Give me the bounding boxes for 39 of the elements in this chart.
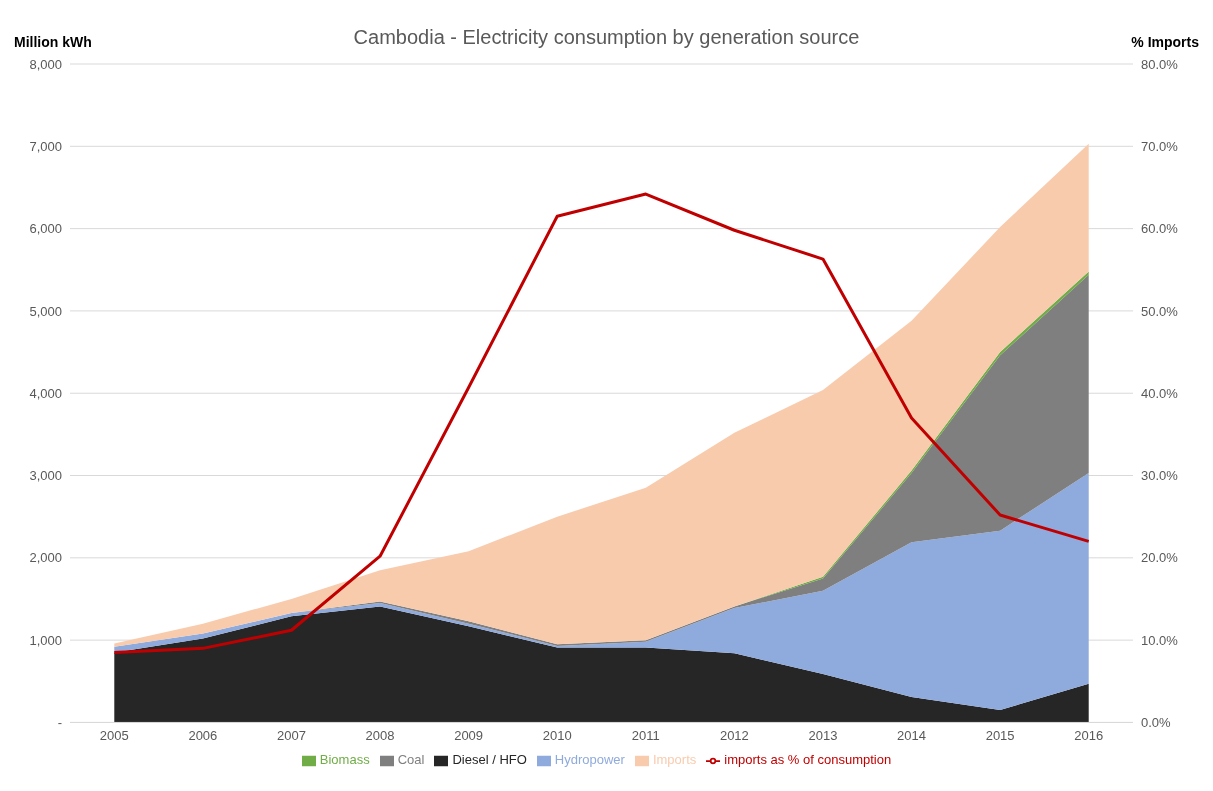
y-tick-label: 5,000	[29, 303, 62, 319]
x-tick-label: 2007	[277, 727, 306, 743]
x-tick-label: 2010	[542, 727, 572, 743]
legend-label: Imports	[652, 752, 697, 768]
x-tick-label: 2015	[985, 727, 1015, 743]
y-tick-label: 1,000	[29, 632, 62, 648]
y-tick-label: 8,000	[29, 56, 62, 72]
x-tick-label: 2006	[188, 727, 218, 743]
legend-label: Hydropower	[554, 752, 625, 768]
y-tick-label: 6,000	[29, 221, 62, 237]
y2-tick-label: 0.0%	[1141, 715, 1172, 731]
y-tick-label: 3,000	[29, 468, 62, 484]
y-axis-title: Million kWh	[14, 34, 92, 50]
y2-tick-label: 10.0%	[1141, 632, 1179, 648]
x-tick-label: 2016	[1074, 727, 1104, 743]
legend-label: Coal	[397, 752, 425, 768]
y2-tick-label: 50.0%	[1141, 303, 1179, 319]
y2-tick-label: 70.0%	[1141, 138, 1179, 154]
y-tick-label: -	[57, 715, 62, 731]
x-tick-label: 2009	[454, 727, 484, 743]
y2-tick-label: 20.0%	[1141, 550, 1179, 566]
legend-label: Diesel / HFO	[452, 752, 527, 768]
y2-tick-label: 40.0%	[1141, 385, 1179, 401]
x-tick-label: 2008	[365, 727, 395, 743]
y-tick-label: 2,000	[29, 550, 62, 566]
legend-label: Biomass	[319, 752, 370, 768]
x-tick-label: 2005	[99, 727, 129, 743]
legend-label: imports as % of consumption	[724, 752, 892, 768]
x-tick-label: 2013	[808, 727, 838, 743]
y2-tick-label: 30.0%	[1141, 468, 1179, 484]
y2-tick-label: 60.0%	[1141, 221, 1179, 237]
x-tick-label: 2014	[897, 727, 926, 743]
y-tick-label: 4,000	[29, 385, 62, 401]
y-tick-label: 7,000	[29, 138, 62, 154]
x-tick-label: 2011	[631, 727, 660, 743]
y2-axis-title: % Imports	[1131, 34, 1199, 50]
y2-tick-label: 80.0%	[1141, 56, 1179, 72]
x-tick-label: 2012	[719, 727, 749, 743]
chart-title: Cambodia - Electricity consumption by generation source	[353, 26, 860, 48]
